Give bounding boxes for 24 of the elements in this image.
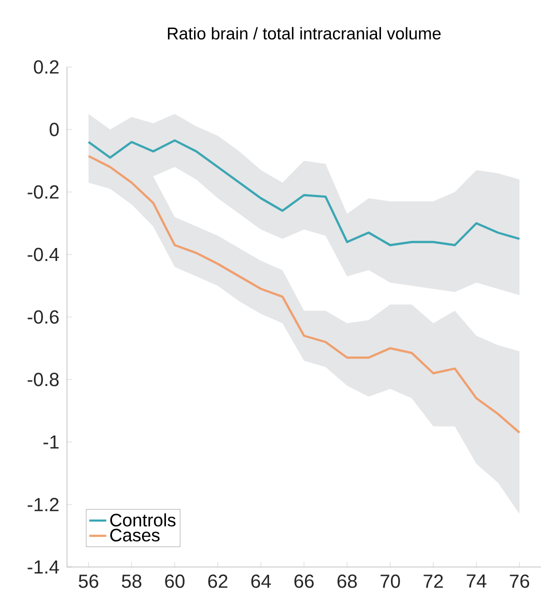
- legend-label: Controls: [110, 513, 176, 526]
- legend-label: Cases: [110, 528, 160, 542]
- x-tick-label: 70: [380, 574, 400, 588]
- chart-title: Ratio brain / total intracranial volume: [168, 27, 441, 40]
- y-tick-label: -1.4: [28, 560, 59, 574]
- x-tick-label: 66: [294, 574, 314, 588]
- x-tick-label: 74: [466, 574, 486, 588]
- line-series: [87, 154, 521, 434]
- x-tick-label: 56: [78, 574, 98, 588]
- x-tick-label: 62: [208, 574, 228, 588]
- x-tick-label: 60: [165, 574, 185, 588]
- y-tick-label: -0.6: [28, 310, 59, 324]
- y-tick-label: 0: [50, 122, 59, 136]
- y-tick-label: -0.2: [28, 185, 59, 199]
- y-tick-label: -0.4: [28, 248, 59, 262]
- y-tick-label: -1: [43, 435, 59, 449]
- y-tick-label: 0.2: [34, 60, 59, 74]
- y-tick-label: -1.2: [28, 498, 59, 512]
- x-tick-label: 58: [122, 574, 142, 588]
- x-tick-label: 64: [251, 574, 271, 588]
- x-tick-label: 76: [510, 574, 530, 588]
- x-tick-label: 68: [338, 574, 357, 588]
- x-tick-label: 72: [424, 574, 443, 588]
- y-tick-label: -0.8: [28, 372, 59, 386]
